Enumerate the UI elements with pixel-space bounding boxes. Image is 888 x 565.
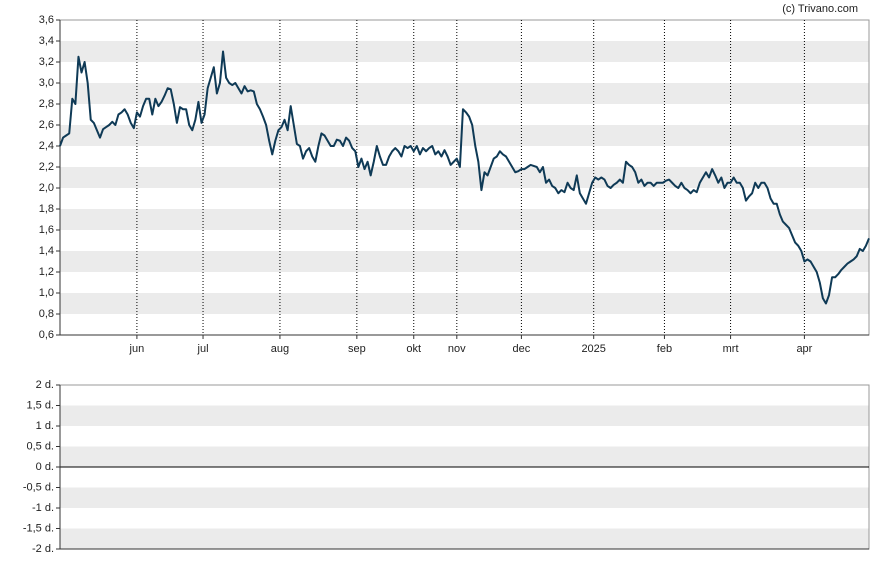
grid-band: [60, 405, 869, 426]
y-tick-label: 2,8: [39, 98, 54, 110]
y-tick-label: -1 d.: [32, 502, 54, 514]
grid-band: [60, 83, 869, 104]
y-tick-label: -0,5 d.: [23, 481, 54, 493]
y-tick-label: -1,5 d.: [23, 522, 54, 534]
grid-band: [60, 446, 869, 467]
x-tick-label: nov: [448, 343, 466, 355]
y-tick-label: 2,4: [39, 140, 54, 152]
x-tick-label: jun: [129, 343, 145, 355]
x-tick-label: dec: [513, 343, 531, 355]
x-tick-label: 2025: [581, 343, 605, 355]
x-tick-label: sep: [348, 343, 366, 355]
y-tick-label: 3,2: [39, 56, 54, 68]
x-tick-label: feb: [657, 343, 672, 355]
y-tick-label: 3,0: [39, 77, 54, 89]
grid-band: [60, 209, 869, 230]
grid-band: [60, 167, 869, 188]
y-tick-label: 3,6: [39, 14, 54, 26]
grid-band: [60, 487, 869, 508]
y-tick-label: 2,6: [39, 119, 54, 131]
y-tick-label: 1,0: [39, 287, 54, 299]
x-tick-label: okt: [406, 343, 421, 355]
y-tick-label: 1,5 d.: [26, 399, 54, 411]
y-tick-label: 0 d.: [36, 461, 54, 473]
y-tick-label: 0,6: [39, 329, 54, 341]
y-tick-label: 2,2: [39, 161, 54, 173]
y-tick-label: -2 d.: [32, 543, 54, 555]
grid-band: [60, 125, 869, 146]
y-tick-label: 3,4: [39, 35, 54, 47]
y-tick-label: 1,6: [39, 224, 54, 236]
y-tick-label: 1,4: [39, 245, 54, 257]
x-tick-label: mrt: [723, 343, 739, 355]
x-tick-label: aug: [271, 343, 289, 355]
y-tick-label: 1 d.: [36, 420, 54, 432]
grid-band: [60, 528, 869, 549]
y-tick-label: 0,8: [39, 308, 54, 320]
price-line: [59, 50, 870, 305]
grid-band: [60, 251, 869, 272]
credit: (c) Trivano.com: [782, 3, 858, 15]
y-tick-label: 2 d.: [36, 379, 54, 391]
grid-band: [60, 293, 869, 314]
y-tick-label: 2,0: [39, 182, 54, 194]
y-tick-label: 0,5 d.: [26, 440, 54, 452]
x-tick-label: jul: [197, 343, 209, 355]
y-tick-label: 1,8: [39, 203, 54, 215]
y-tick-label: 1,2: [39, 266, 54, 278]
x-tick-label: apr: [796, 343, 812, 355]
grid-band: [60, 41, 869, 62]
